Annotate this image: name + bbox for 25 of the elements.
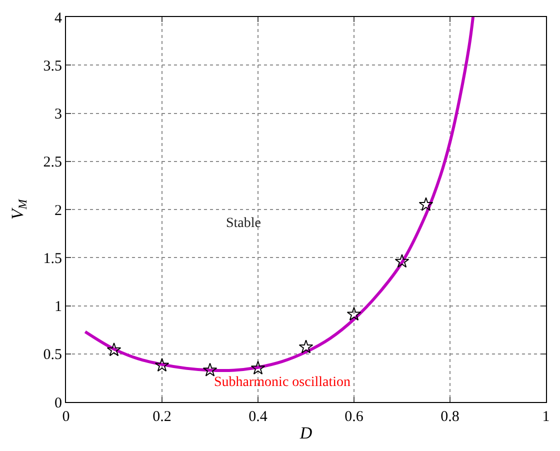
x-tick-label: 0.2 xyxy=(152,409,172,425)
point xyxy=(154,358,170,372)
point xyxy=(202,362,218,376)
x-tick-label: 0.6 xyxy=(344,409,364,425)
x-tick-label: 1 xyxy=(542,409,550,425)
y-tick-label: 4 xyxy=(54,10,62,26)
y-tick-label: 0 xyxy=(54,395,62,412)
y-tick-label: 3.5 xyxy=(43,58,62,74)
x-tick-label: 0.8 xyxy=(440,409,460,425)
point xyxy=(394,254,410,268)
y-tick-label: 2 xyxy=(54,202,62,219)
x-tick-label: 0.4 xyxy=(248,409,268,425)
annotation: Subharmonic oscillation xyxy=(214,375,350,390)
point xyxy=(346,306,362,321)
y-tick-label: 1.5 xyxy=(43,250,62,267)
y-tick-label: 3 xyxy=(54,106,62,122)
y-tick-label: 2.5 xyxy=(43,154,62,171)
annotation: Stable xyxy=(226,216,261,231)
y-tick-label: 1 xyxy=(54,299,62,315)
point xyxy=(418,197,434,211)
y-tick-label: 0.5 xyxy=(43,347,62,364)
point xyxy=(250,360,266,374)
x-axis-title: D xyxy=(298,423,313,442)
point xyxy=(298,340,314,354)
point xyxy=(106,342,122,356)
